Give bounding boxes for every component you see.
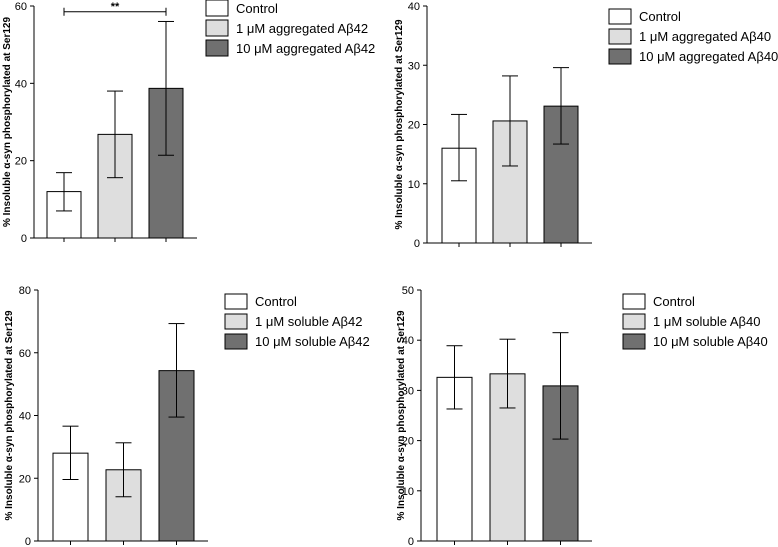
y-tick-label: 50 bbox=[402, 285, 414, 297]
legend-label-3: 10 μM aggregated Aβ40 bbox=[639, 49, 778, 64]
legend-label-2: 1 μM soluble Aβ40 bbox=[653, 314, 760, 329]
y-tick-label: 20 bbox=[15, 156, 27, 168]
y-tick-label: 80 bbox=[19, 285, 31, 297]
y-tick-label: 0 bbox=[25, 536, 31, 547]
legend-swatch-1 bbox=[608, 8, 632, 25]
y-tick-label: 40 bbox=[19, 411, 31, 423]
y-tick-label: 60 bbox=[19, 348, 31, 360]
legend-swatch-2 bbox=[622, 313, 646, 330]
y-tick-label: 40 bbox=[408, 1, 420, 13]
chart-panel-4: 0 10 20 30 40 50 % Insoluble α-syn phosphoryla… bbox=[396, 285, 768, 547]
y-tick-label: 60 bbox=[15, 1, 27, 13]
legend-swatch-2 bbox=[205, 19, 229, 37]
legend-label-1: Control bbox=[653, 294, 695, 309]
y-axis-title: % Insoluble α-syn phosphorylated at Ser1… bbox=[4, 310, 15, 521]
y-tick-label: 0 bbox=[21, 233, 27, 245]
legend-swatch-2 bbox=[608, 28, 632, 45]
legend-swatch-3 bbox=[622, 333, 646, 350]
y-axis-title: % Insoluble α-syn phosphorylated at Ser1… bbox=[394, 19, 405, 230]
chart-panel-3: 0 20 40 60 80 % Insoluble α-syn phosphorylate… bbox=[4, 285, 370, 547]
legend-label-1: Control bbox=[236, 1, 278, 16]
legend-label-3: 10 μM soluble Aβ42 bbox=[255, 334, 370, 349]
chart-panel-2: 0 10 20 30 40% Insoluble α-syn phosphorylate… bbox=[394, 1, 778, 250]
y-axis-title: % Insoluble α-syn phosphorylated at Ser1… bbox=[396, 310, 407, 521]
significance-label: ** bbox=[111, 1, 120, 13]
legend-label-1: Control bbox=[255, 294, 297, 309]
legend-swatch-3 bbox=[608, 48, 632, 65]
y-tick-label: 0 bbox=[408, 536, 414, 547]
legend-label-3: 10 μM aggregated Aβ42 bbox=[236, 41, 375, 56]
y-tick-label: 40 bbox=[15, 78, 27, 90]
legend-swatch-3 bbox=[205, 39, 229, 57]
y-axis-title: % Insoluble α-syn phosphorylated at Ser1… bbox=[2, 17, 13, 228]
y-tick-label: 40 bbox=[402, 335, 414, 347]
legend-swatch-1 bbox=[622, 293, 646, 310]
legend-label-2: 1 μM aggregated Aβ42 bbox=[236, 21, 368, 36]
legend-swatch-2 bbox=[224, 313, 248, 330]
y-tick-label: 0 bbox=[414, 238, 420, 250]
y-tick-label: 20 bbox=[408, 120, 420, 132]
legend-swatch-3 bbox=[224, 333, 248, 350]
legend-label-2: 1 μM soluble Aβ42 bbox=[255, 314, 362, 329]
legend-swatch-1 bbox=[224, 293, 248, 310]
y-tick-label: 30 bbox=[402, 385, 414, 397]
y-tick-label: 20 bbox=[19, 473, 31, 485]
y-tick-label: 30 bbox=[408, 60, 420, 72]
legend-swatch-1 bbox=[205, 0, 229, 17]
y-tick-label: 10 bbox=[408, 179, 420, 191]
legend-label-1: Control bbox=[639, 9, 681, 24]
legend-label-2: 1 μM aggregated Aβ40 bbox=[639, 29, 771, 44]
y-tick-label: 10 bbox=[402, 486, 414, 498]
y-tick-label: 20 bbox=[402, 436, 414, 448]
legend-label-3: 10 μM soluble Aβ40 bbox=[653, 334, 768, 349]
chart-panel-1: 0 20 40 60% Insoluble α-syn phosphorylated … bbox=[2, 0, 375, 245]
